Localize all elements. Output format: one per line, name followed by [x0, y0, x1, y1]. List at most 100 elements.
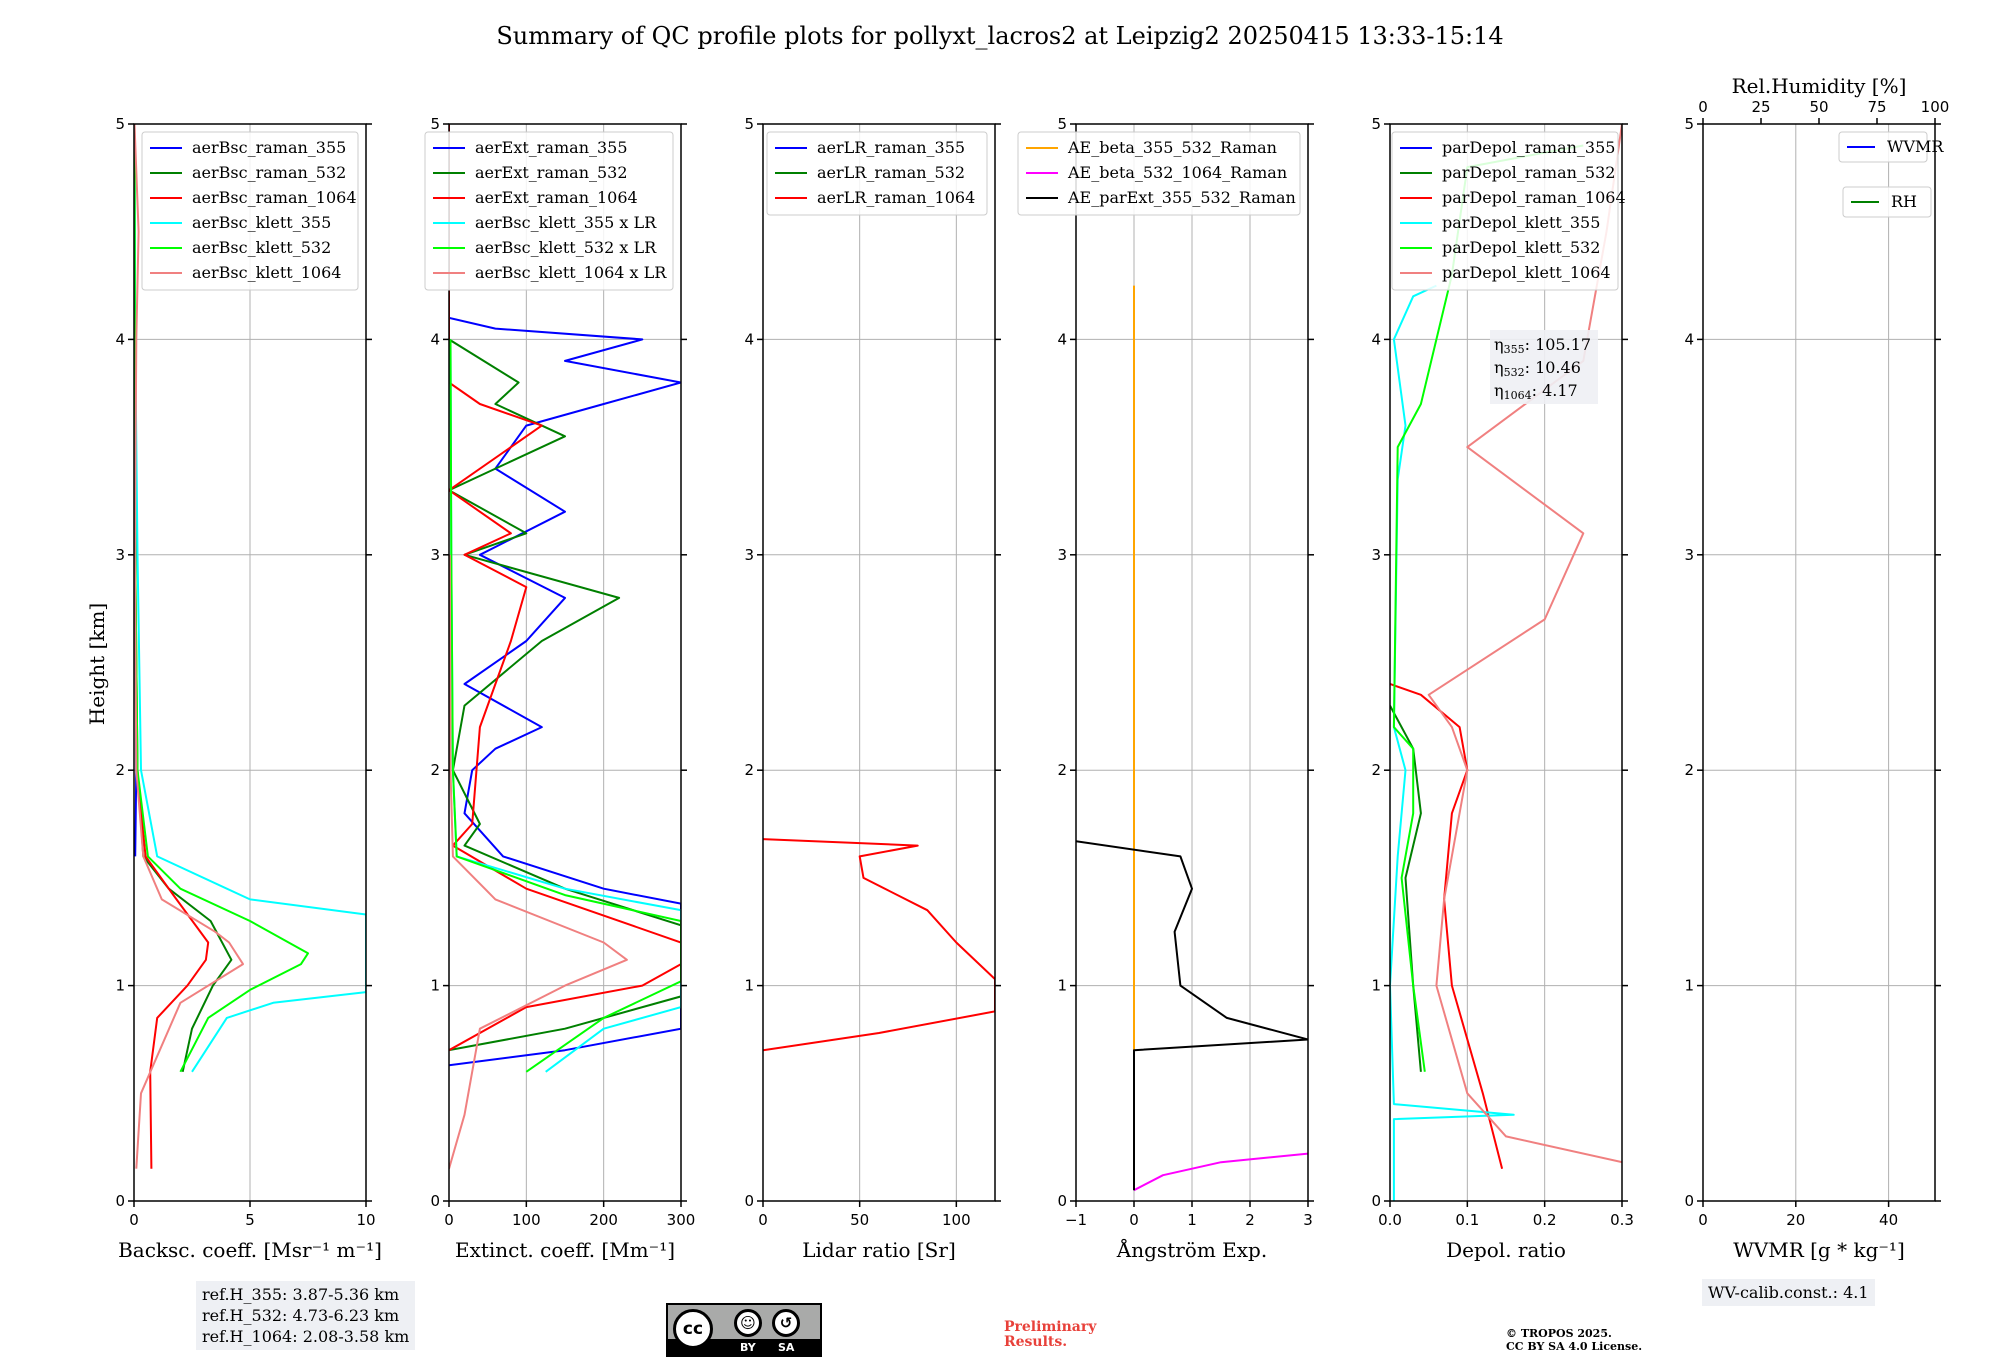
legend-entry: aerBsc_klett_355 x LR — [475, 213, 657, 232]
y-tick-label: 5 — [744, 115, 754, 133]
series-line-parDepol_raman_532 — [1390, 705, 1422, 1072]
legend-entry: AE_beta_532_1064_Raman — [1067, 163, 1287, 182]
x-tick-label: 100 — [512, 1211, 541, 1229]
legend-entry: parDepol_raman_355 — [1442, 138, 1615, 157]
y-tick-label: 4 — [1371, 330, 1381, 348]
series-group — [134, 124, 366, 1169]
y-tick-label: 0 — [1057, 1192, 1067, 1210]
y-tick-label: 4 — [115, 330, 125, 348]
series-line-aerLR_raman_1064 — [763, 838, 995, 1052]
x-tick-label: 5 — [245, 1211, 255, 1229]
y-tick-label: 4 — [1684, 330, 1694, 348]
y-tick-label: 1 — [744, 977, 754, 995]
x2-axis-label: Rel.Humidity [%] — [1732, 74, 1907, 98]
y-tick-label: 5 — [1684, 115, 1694, 133]
x-tick-label: 0.3 — [1610, 1211, 1634, 1229]
legend-entry: parDepol_raman_532 — [1442, 163, 1615, 182]
legend-entry: aerLR_raman_355 — [817, 138, 965, 157]
x-tick-label: 40 — [1879, 1211, 1898, 1229]
eta-annotation: η355: 105.17 — [1494, 335, 1591, 356]
x-tick-label: 0 — [1129, 1211, 1139, 1229]
figure-title: Summary of QC profile plots for pollyxt_… — [496, 22, 1503, 50]
legend-box — [1391, 131, 1619, 291]
series-line-parDepol_klett_355 — [1390, 284, 1515, 1201]
x-tick-label: 1 — [1187, 1211, 1197, 1229]
legend-entry: aerExt_raman_1064 — [475, 188, 638, 207]
y-tick-label: 3 — [430, 546, 440, 564]
copyright-note: © TROPOS 2025. CC BY SA 4.0 License. — [1506, 1327, 1643, 1353]
y-tick-label: 3 — [1371, 546, 1381, 564]
series-group — [763, 838, 995, 1052]
series-line-aerExt_raman_1064 — [449, 124, 681, 1052]
panel-2: 0 1 2 3 4 5 0 100 200 300 Extinct. coeff. [Mm⁻¹] ae… — [424, 115, 696, 1262]
sa-label: SA — [778, 1341, 795, 1354]
legend-entry: parDepol_raman_1064 — [1442, 188, 1626, 207]
y-tick-label: 4 — [1057, 330, 1067, 348]
y-tick-label: 4 — [744, 330, 754, 348]
legend-entry: aerBsc_klett_532 — [192, 238, 331, 257]
axes-frame — [1389, 123, 1623, 1202]
y-tick-label: 0 — [1371, 1192, 1381, 1210]
by-person-icon: ☺ — [734, 1309, 762, 1337]
y-tick-label: 3 — [115, 546, 125, 564]
x-axis-label: WVMR [g * kg⁻¹] — [1733, 1238, 1905, 1262]
y-tick-label: 2 — [1371, 761, 1381, 779]
sa-share-alike-icon: ↺ — [772, 1309, 800, 1337]
x-axis-label: Backsc. coeff. [Msr⁻¹ m⁻¹] — [118, 1238, 382, 1262]
x-tick-label: 0.1 — [1455, 1211, 1479, 1229]
series-group — [449, 124, 681, 1169]
x-tick-label: 100 — [942, 1211, 971, 1229]
x-axis-label: Depol. ratio — [1446, 1238, 1566, 1262]
legend-box — [1842, 186, 1932, 218]
y-tick-label: 1 — [1684, 977, 1694, 995]
series-line-aerExt_raman_532 — [449, 124, 681, 1052]
y-tick-label: 2 — [1057, 761, 1067, 779]
x-tick-label: 50 — [850, 1211, 869, 1229]
y-tick-label: 3 — [1057, 546, 1067, 564]
x-axis-label: Ångström Exp. — [1116, 1237, 1267, 1262]
cc-license-badge: cc ☺ ↺ BY SA — [666, 1303, 822, 1357]
y-tick-label: 1 — [430, 977, 440, 995]
legend-entry: AE_beta_355_532_Raman — [1067, 138, 1277, 157]
legend-entry: aerBsc_raman_1064 — [192, 188, 357, 207]
x-tick-label: 20 — [1786, 1211, 1805, 1229]
x-tick-label: 0 — [1698, 1211, 1708, 1229]
series-line-parDepol_raman_1064 — [1390, 683, 1504, 1169]
legend-entry: WVMR — [1887, 137, 1944, 156]
y-tick-label: 0 — [430, 1192, 440, 1210]
series-line-aerBsc_klett_355 x LR — [449, 339, 681, 1073]
cc-logo-icon: cc — [673, 1309, 713, 1349]
y-tick-label: 3 — [1684, 546, 1694, 564]
panel-1: 0 1 2 3 4 5 0 5 10 Backsc. coeff. [Msr⁻¹ m⁻¹] aerB… — [115, 115, 381, 1262]
y-tick-label: 2 — [430, 761, 440, 779]
axes-frame — [762, 123, 996, 1202]
refh-1064: ref.H_1064: 2.08-3.58 km — [202, 1327, 410, 1346]
y-tick-label: 4 — [430, 330, 440, 348]
series-line-AE_parExt_355_532_Raman — [1076, 840, 1308, 1191]
x-tick-label: 3 — [1303, 1211, 1313, 1229]
legend-entry: aerBsc_klett_355 — [192, 213, 331, 232]
legend-box — [766, 131, 988, 216]
legend-entry: aerBsc_klett_532 x LR — [475, 238, 657, 257]
legend-entry: aerBsc_klett_1064 — [192, 263, 341, 282]
legend-entry: aerExt_raman_532 — [475, 163, 628, 182]
y-tick-label: 0 — [744, 1192, 754, 1210]
eta-box — [1490, 330, 1598, 404]
y-axis-label: Height [km] — [85, 603, 109, 725]
y-tick-label: 5 — [430, 115, 440, 133]
x-tick-label: 0.2 — [1533, 1211, 1557, 1229]
legend-entry: aerLR_raman_1064 — [817, 188, 975, 207]
legend-entry: aerBsc_klett_1064 x LR — [475, 263, 667, 282]
y-tick-label: 5 — [1057, 115, 1067, 133]
x-tick-label: 0.0 — [1378, 1211, 1402, 1229]
x-tick-label: 300 — [667, 1211, 696, 1229]
axes-frame — [448, 123, 682, 1202]
y-tick-label: 5 — [1371, 115, 1381, 133]
x2-tick-label: 100 — [1921, 98, 1950, 116]
legend-entry: aerBsc_raman_532 — [192, 163, 346, 182]
